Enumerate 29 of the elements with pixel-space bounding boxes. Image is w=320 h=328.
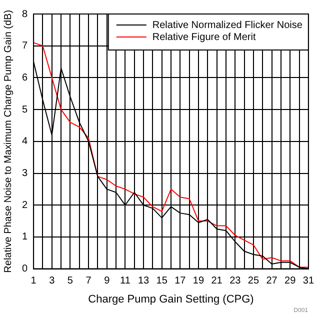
y-tick-label: 1: [22, 232, 28, 243]
x-tick-label: 11: [120, 276, 131, 287]
y-tick-label: 5: [22, 104, 28, 116]
x-axis-title: Charge Pump Gain Setting (CPG): [88, 293, 254, 306]
y-tick-label: 8: [22, 8, 28, 20]
x-tick-label: 21: [211, 276, 223, 287]
y-tick-label: 4: [22, 136, 28, 148]
x-tick-label: 17: [174, 276, 186, 287]
y-tick-label: 7: [22, 40, 28, 52]
x-tick-label: 5: [67, 276, 74, 287]
y-axis-title: Relative Phase Noise to Maximum Charge Pump Gain (dB): [2, 10, 14, 273]
x-tick-label: 19: [192, 276, 204, 287]
x-tick-label: 23: [230, 276, 242, 287]
y-tick-label: 2: [22, 200, 28, 211]
y-tick-label: 0: [22, 264, 28, 275]
x-tick-label: 31: [302, 276, 314, 287]
x-tick-label: 15: [156, 276, 168, 287]
x-tick-label: 7: [86, 276, 92, 287]
y-tick-label: 3: [22, 168, 28, 179]
x-tick-label: 1: [30, 276, 37, 287]
y-tick-label: 6: [22, 72, 28, 84]
x-tick-label: 25: [248, 276, 260, 287]
x-tick-label: 27: [266, 276, 278, 287]
x-tick-label: 3: [49, 276, 56, 287]
legend-label: Relative Normalized Flicker Noise: [152, 20, 303, 31]
x-tick-label: 29: [284, 276, 296, 287]
x-tick-label: 9: [104, 276, 110, 287]
legend-label: Relative Figure of Merit: [152, 32, 256, 43]
x-tick-label: 13: [138, 276, 150, 287]
